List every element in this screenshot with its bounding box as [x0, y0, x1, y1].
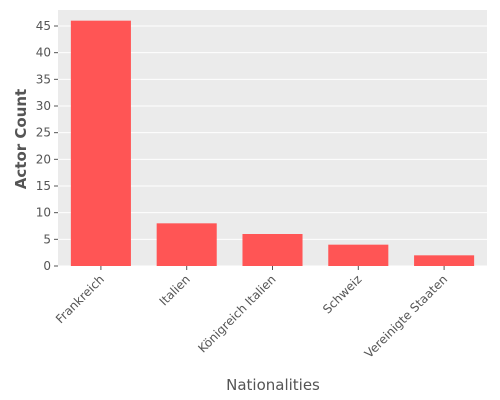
y-tick-label-2: 10 [36, 206, 51, 220]
y-tick-label-8: 40 [36, 46, 51, 60]
y-tick-label-1: 5 [43, 232, 51, 246]
y-tick-label-4: 20 [36, 152, 51, 166]
y-axis-label: Actor Count [12, 89, 30, 189]
y-tick-label-6: 30 [36, 99, 51, 113]
bar-1 [156, 223, 217, 266]
x-tick-label-0: Frankreich [53, 272, 107, 326]
bars [70, 20, 475, 266]
x-axis-label: Nationalities [226, 376, 320, 394]
x-tick-label-3: Schweiz [320, 272, 364, 316]
y-axis-ticks: 0 5 10 15 20 25 30 35 40 45 [36, 19, 58, 273]
x-tick-label-4: Vereinigte Staaten [362, 272, 451, 361]
y-tick-label-7: 35 [36, 72, 51, 86]
x-axis-ticks: Frankreich Italien Königreich Italien Schwe… [53, 266, 450, 361]
bar-4 [414, 255, 475, 266]
bar-3 [328, 244, 389, 266]
bar-0 [70, 20, 131, 266]
y-tick-label-5: 25 [36, 126, 51, 140]
y-tick-label-0: 0 [43, 259, 51, 273]
y-tick-label-3: 15 [36, 179, 51, 193]
y-tick-label-9: 45 [36, 19, 51, 33]
bar-2 [242, 234, 303, 266]
x-tick-label-1: Italien [157, 272, 193, 308]
x-tick-label-2: Königreich Italien [195, 272, 278, 355]
